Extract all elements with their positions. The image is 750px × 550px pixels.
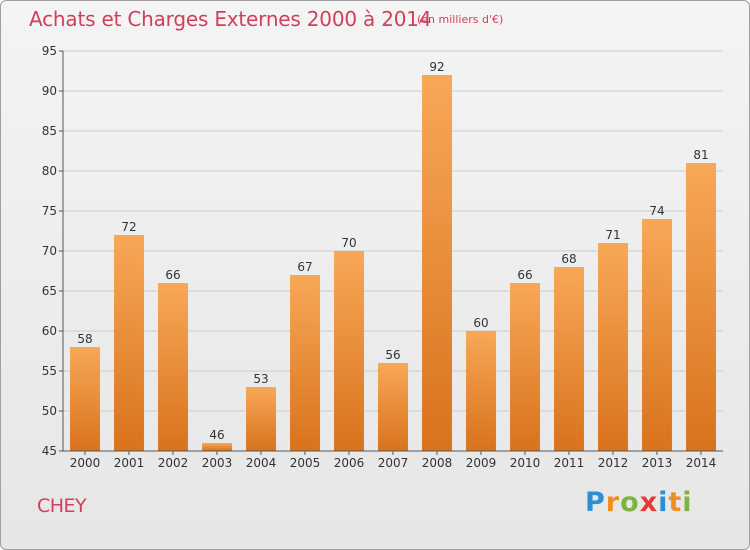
bar-value-label: 66 <box>517 268 532 282</box>
bar-value-label: 71 <box>605 228 620 242</box>
y-tick-label: 75 <box>42 204 57 218</box>
bar <box>642 219 672 451</box>
bar-value-label: 81 <box>693 148 708 162</box>
x-tick-label: 2006 <box>334 456 365 470</box>
x-tick-label: 2003 <box>202 456 233 470</box>
x-tick-label: 2012 <box>598 456 629 470</box>
y-tick-label: 50 <box>42 404 57 418</box>
x-tick-label: 2004 <box>246 456 277 470</box>
bar-value-label: 53 <box>253 372 268 386</box>
brand-letter: o <box>620 487 640 518</box>
y-tick-label: 55 <box>42 364 57 378</box>
bar-value-label: 72 <box>121 220 136 234</box>
bar <box>334 251 364 451</box>
x-tick-label: 2001 <box>114 456 145 470</box>
bar-value-label: 74 <box>649 204 664 218</box>
x-tick-label: 2007 <box>378 456 409 470</box>
brand-letter: i <box>682 487 692 518</box>
bar-value-label: 58 <box>77 332 92 346</box>
y-tick-label: 65 <box>42 284 57 298</box>
chart-frame: Achats et Charges Externes 2000 à 2014 (… <box>0 0 750 550</box>
bar-value-label: 56 <box>385 348 400 362</box>
bar <box>290 275 320 451</box>
brand-letter: i <box>658 487 668 518</box>
y-tick-label: 95 <box>42 44 57 58</box>
bar <box>466 331 496 451</box>
y-tick-label: 90 <box>42 84 57 98</box>
x-tick-label: 2002 <box>158 456 189 470</box>
bar <box>158 283 188 451</box>
bar-value-label: 67 <box>297 260 312 274</box>
brand-logo: Proxiti <box>585 487 693 518</box>
bar <box>598 243 628 451</box>
place-name: CHEY <box>37 495 86 517</box>
bar <box>114 235 144 451</box>
x-tick-label: 2011 <box>554 456 585 470</box>
brand-letter: P <box>585 487 606 518</box>
y-tick-label: 60 <box>42 324 57 338</box>
bar <box>202 443 232 451</box>
y-tick-label: 80 <box>42 164 57 178</box>
y-tick-label: 70 <box>42 244 57 258</box>
x-tick-label: 2008 <box>422 456 453 470</box>
bar-value-label: 70 <box>341 236 356 250</box>
y-tick-label: 45 <box>42 444 57 458</box>
bar <box>70 347 100 451</box>
bar-value-label: 92 <box>429 60 444 74</box>
x-tick-label: 2005 <box>290 456 321 470</box>
bar <box>246 387 276 451</box>
bar <box>510 283 540 451</box>
brand-letter: x <box>640 487 658 518</box>
bar <box>422 75 452 451</box>
bar-value-label: 60 <box>473 316 488 330</box>
x-tick-label: 2009 <box>466 456 497 470</box>
bar <box>554 267 584 451</box>
bar <box>378 363 408 451</box>
bar-value-label: 66 <box>165 268 180 282</box>
bar <box>686 163 716 451</box>
x-tick-label: 2013 <box>642 456 673 470</box>
x-tick-label: 2010 <box>510 456 541 470</box>
x-tick-label: 2000 <box>70 456 101 470</box>
brand-letter: t <box>668 487 682 518</box>
brand-letter: r <box>606 487 620 518</box>
x-tick-label: 2014 <box>686 456 717 470</box>
bar-value-label: 46 <box>209 428 224 442</box>
bar-chart: 58 72 66 46 53 67 70 56 92 60 66 68 71 74 81 45 50 55 60 6… <box>1 1 749 549</box>
bar-value-label: 68 <box>561 252 576 266</box>
y-tick-label: 85 <box>42 124 57 138</box>
